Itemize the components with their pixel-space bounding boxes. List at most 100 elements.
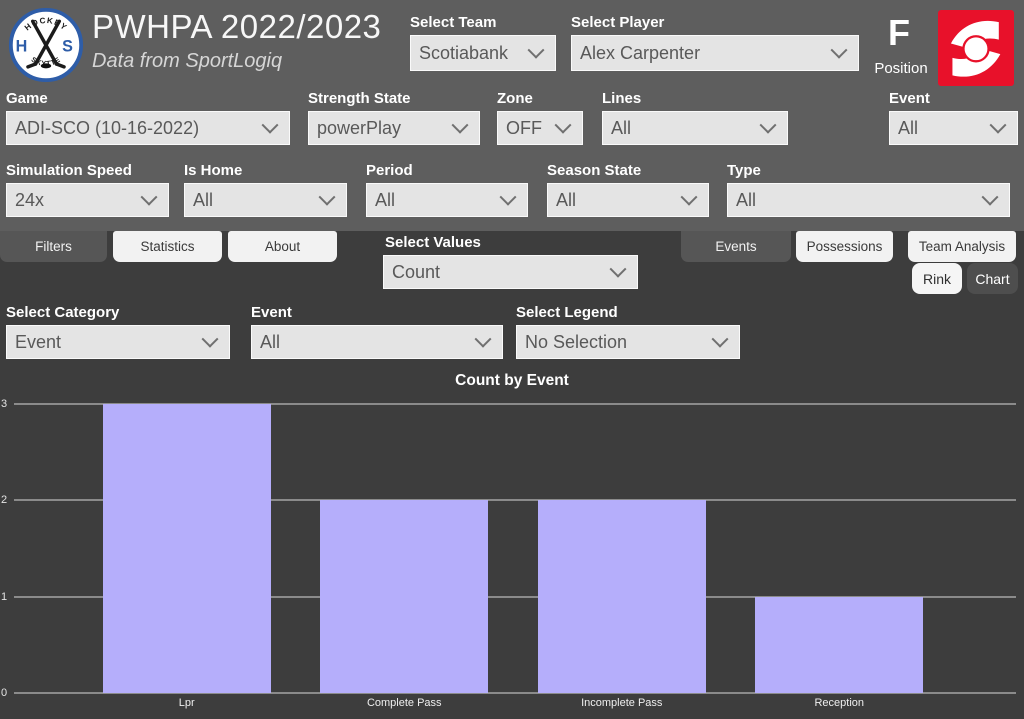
season-state-value: All xyxy=(556,189,577,210)
game-dropdown[interactable]: ADI-SCO (10-16-2022) xyxy=(6,111,290,145)
zone-value: OFF xyxy=(506,117,542,138)
strength-state-value: powerPlay xyxy=(317,117,402,138)
select-legend-dropdown[interactable]: No Selection xyxy=(516,325,740,359)
lines-value: All xyxy=(611,117,632,138)
select-legend-value: No Selection xyxy=(525,331,628,352)
event-dropdown[interactable]: All xyxy=(889,111,1018,145)
strength-state-dropdown[interactable]: powerPlay xyxy=(308,111,480,145)
x-axis-label: Lpr xyxy=(178,697,195,709)
season-state-label: Season State xyxy=(547,162,642,179)
type-dropdown[interactable]: All xyxy=(727,183,1010,217)
tab-about[interactable]: About xyxy=(228,231,337,262)
simulation-speed-label: Simulation Speed xyxy=(6,162,132,179)
game-filter-group: Game ADI-SCO (10-16-2022) xyxy=(6,90,290,145)
chevron-down-icon xyxy=(451,116,469,134)
chevron-down-icon xyxy=(527,41,545,59)
y-axis-tick: 3 xyxy=(1,398,8,410)
chart-plot: 0 1 2 3 xyxy=(0,398,1024,699)
select-values-label: Select Values xyxy=(385,234,481,251)
svg-text:H: H xyxy=(16,38,28,56)
lines-dropdown[interactable]: All xyxy=(602,111,788,145)
select-player-label: Select Player xyxy=(571,14,665,31)
select-player-dropdown[interactable]: Alex Carpenter xyxy=(571,35,859,71)
select-team-group: Select Team Scotiabank xyxy=(410,14,556,71)
chevron-down-icon xyxy=(201,330,219,348)
simulation-speed-value: 24x xyxy=(15,189,45,210)
select-category-dropdown[interactable]: Event xyxy=(6,325,230,359)
type-label: Type xyxy=(727,162,761,179)
strength-state-label: Strength State xyxy=(308,90,411,107)
event-filter-group: Event All xyxy=(889,90,1018,145)
chevron-down-icon xyxy=(261,116,279,134)
app-subtitle: Data from SportLogiq xyxy=(92,50,283,72)
chart-event-value: All xyxy=(260,331,281,352)
select-team-dropdown[interactable]: Scotiabank xyxy=(410,35,556,71)
rink-button[interactable]: Rink xyxy=(912,263,962,294)
select-category-value: Event xyxy=(15,331,62,352)
zone-label: Zone xyxy=(497,90,533,107)
is-home-value: All xyxy=(193,189,214,210)
x-axis-label: Incomplete Pass xyxy=(581,697,663,709)
hockey-skytte-logo: HOCKEY SKYTTE H S xyxy=(8,7,84,83)
simulation-speed-dropdown[interactable]: 24x xyxy=(6,183,169,217)
gridline xyxy=(14,499,1016,502)
type-value: All xyxy=(736,189,757,210)
type-group: Type All xyxy=(727,162,1010,217)
tab-statistics[interactable]: Statistics xyxy=(113,231,222,262)
tab-team-analysis[interactable]: Team Analysis xyxy=(908,231,1016,262)
y-axis-tick: 0 xyxy=(1,687,8,699)
simulation-speed-group: Simulation Speed 24x xyxy=(6,162,169,217)
lines-label: Lines xyxy=(602,90,642,107)
chevron-down-icon xyxy=(499,188,517,206)
y-axis-tick: 1 xyxy=(1,590,8,603)
gridline xyxy=(14,595,1016,598)
chart-title: Count by Event xyxy=(455,372,569,389)
app-title: PWHPA 2022/2023 xyxy=(92,8,382,45)
chevron-down-icon xyxy=(609,260,627,278)
bar-incomplete-pass[interactable] xyxy=(537,500,706,693)
period-dropdown[interactable]: All xyxy=(366,183,528,217)
chevron-down-icon xyxy=(474,330,492,348)
chevron-down-icon xyxy=(554,116,572,134)
chevron-down-icon xyxy=(830,41,848,59)
is-home-group: Is Home All xyxy=(184,162,347,217)
bar-lpr[interactable] xyxy=(102,404,271,693)
chevron-down-icon xyxy=(711,330,729,348)
select-legend-label: Select Legend xyxy=(516,304,618,321)
chart-event-label: Event xyxy=(251,304,292,321)
tab-filters[interactable]: Filters xyxy=(0,231,107,262)
select-values-dropdown[interactable]: Count xyxy=(383,255,638,289)
chart-button[interactable]: Chart xyxy=(967,263,1018,294)
tab-events[interactable]: Events xyxy=(681,231,791,262)
chevron-down-icon xyxy=(318,188,336,206)
strength-state-group: Strength State powerPlay xyxy=(308,90,480,145)
select-category-label: Select Category xyxy=(6,304,120,321)
event-value: All xyxy=(898,117,919,138)
event-filter-label: Event xyxy=(889,90,930,107)
game-value: ADI-SCO (10-16-2022) xyxy=(15,117,200,138)
zone-group: Zone OFF xyxy=(497,90,583,145)
bar-reception[interactable] xyxy=(755,596,924,693)
scotiabank-logo-icon xyxy=(938,10,1014,86)
bar-chart: 0 1 2 3 Lpr Complete Pass Incomplete Pass Rece… xyxy=(0,398,1024,719)
select-legend-group: Select Legend No Selection xyxy=(516,304,740,359)
season-state-dropdown[interactable]: All xyxy=(547,183,709,217)
zone-dropdown[interactable]: OFF xyxy=(497,111,583,145)
bar-complete-pass[interactable] xyxy=(320,500,489,693)
position-label: Position xyxy=(874,60,928,77)
select-values-group: Select Values Count xyxy=(383,234,638,289)
scotiabank-logo xyxy=(938,10,1014,86)
svg-text:S: S xyxy=(62,38,73,56)
is-home-dropdown[interactable]: All xyxy=(184,183,347,217)
chevron-down-icon xyxy=(981,188,999,206)
gridline xyxy=(14,403,1016,405)
y-axis-tick: 2 xyxy=(1,494,8,507)
lines-group: Lines All xyxy=(602,90,788,145)
tab-possessions[interactable]: Possessions xyxy=(796,231,893,262)
chart-event-dropdown[interactable]: All xyxy=(251,325,503,359)
x-axis-label: Complete Pass xyxy=(366,697,442,709)
puck-icon xyxy=(40,63,52,69)
period-label: Period xyxy=(366,162,413,179)
chevron-down-icon xyxy=(680,188,698,206)
gridline xyxy=(14,692,1016,694)
